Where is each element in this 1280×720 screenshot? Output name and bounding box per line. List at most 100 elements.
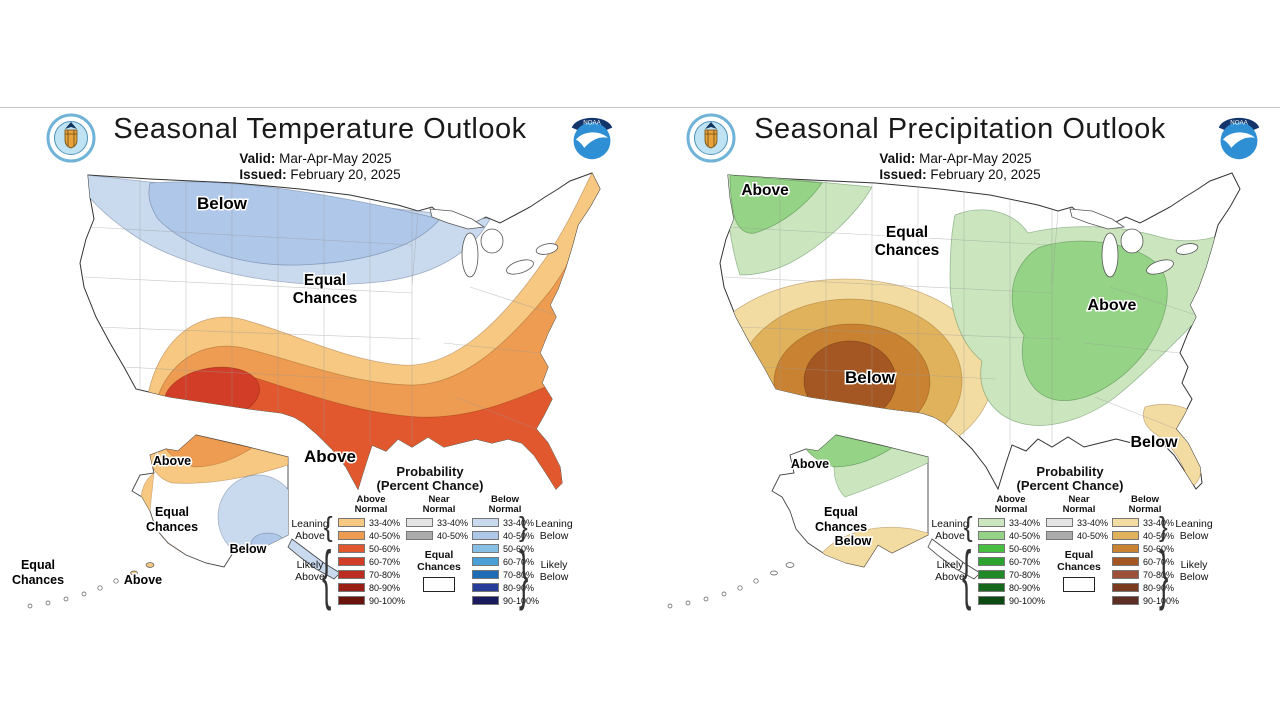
noaa-logo-text: NOAA [583,120,601,127]
issued-label: Issued: [239,167,287,182]
equal-chances-swatch [423,577,455,592]
legend-likely-above: Likely Above [295,559,325,583]
legend-swatch [472,596,499,605]
label-equal-chances-line1: Equal [886,224,928,241]
legend-leaning-above: Leaning Above [931,518,969,542]
legend-swatch [978,531,1005,540]
legend-swatch [472,570,499,579]
legend-swatch [1046,531,1073,540]
label-ak-above: Above [791,457,829,471]
page-title: Seasonal Precipitation Outlook [754,113,1166,145]
aleutian-islands [27,562,155,609]
precipitation-outlook-panel: Seasonal Precipitation Outlook NOAA Vali… [640,107,1280,667]
legend-swatch [406,518,433,527]
legend-swatch [338,596,365,605]
legend-swatch [338,583,365,592]
legend-swatch [978,518,1005,527]
label-ak-equal-line1: Equal [824,505,858,519]
legend-col-below: Below Normal [488,494,522,515]
label-equal-chances-line1: Equal [304,272,346,289]
legend-col-above: Above Normal [354,494,388,515]
legend-swatch [338,531,365,540]
valid-label: Valid: [239,151,276,166]
label-ak-below: Below [230,542,267,556]
legend-swatch [472,531,499,540]
great-lakes [1069,208,1199,278]
legend-equal-chances: Equal Chances [1046,549,1112,592]
label-ak-below: Below [835,534,872,548]
legend-swatch [338,544,365,553]
legend-swatch [978,596,1005,605]
brace-icon: { [324,510,333,543]
legend-col-below: Below Normal [1128,494,1162,515]
legend-swatch [1112,596,1139,605]
valid-value: Mar-Apr-May 2025 [919,151,1032,166]
label-ak-equal-line1: Equal [155,505,189,519]
legend-swatch [978,570,1005,579]
label-florida-below: Below [1130,434,1178,451]
legend-leaning-below: Leaning Below [1175,518,1213,542]
legend-swatch [1112,544,1139,553]
brace-icon: } [1159,510,1168,543]
issued-value: February 20, 2025 [290,167,401,182]
legend-swatch [1046,518,1073,527]
valid-label: Valid: [879,151,916,166]
legend-col-near: Near Normal [1062,494,1096,515]
brace-icon: } [1159,538,1169,612]
commerce-seal-icon [46,113,96,163]
state-borders [723,177,1197,445]
legend-likely-above: Likely Above [935,559,965,583]
label-ak-equal-line2: Chances [146,520,198,534]
legend-likely-below: Likely Below [1179,559,1209,583]
legend-swatch [978,557,1005,566]
legend-equal-chances: Equal Chances [406,549,472,592]
label-below-north: Below [197,194,248,213]
brace-icon: { [962,538,972,612]
legend-leaning-below: Leaning Below [535,518,573,542]
legend-title: Probability (Percent Chance) [376,464,484,493]
legend-near-column: 33-40% 40-50% [406,516,468,542]
ak-panhandle [287,538,341,580]
temperature-outlook-panel: Seasonal Temperature Outlook NOAA Valid:… [0,107,640,667]
legend-title: Probability (Percent Chance) [1016,464,1124,493]
region-below-inner [148,181,441,266]
valid-value: Mar-Apr-May 2025 [279,151,392,166]
legend-col-near: Near Normal [422,494,456,515]
legend-swatch [472,557,499,566]
legend-swatch [338,557,365,566]
precipitation-map: Above Equal Chances Below Above Below Ab… [667,172,1241,609]
legend-swatch [978,583,1005,592]
label-ak-sw-above: Above [124,573,162,587]
ak-panhandle [927,538,981,580]
legend-above-column: 33-40% 40-50% 50-60% 60-70% 70-80% 80-90… [338,516,405,607]
noaa-logo-icon: NOAA [1218,117,1260,160]
noaa-logo-icon: NOAA [571,117,613,160]
legend-above-column: 33-40% 40-50% 50-60% 60-70% 70-80% 80-90… [978,516,1045,607]
label-equal-chances-line2: Chances [293,290,358,307]
legend-leaning-above: Leaning Above [291,518,329,542]
legend-below-column: 33-40% 40-50% 50-60% 60-70% 70-80% 80-90… [472,516,539,607]
label-ak-above: Above [153,454,191,468]
label-pnw-above: Above [741,182,789,199]
legend-swatch [472,518,499,527]
issued-label: Issued: [879,167,927,182]
ak-above-40 [165,435,253,468]
great-lakes [429,208,559,278]
legend-near-column: 33-40% 40-50% [1046,516,1108,542]
legend-swatch [472,544,499,553]
noaa-logo-text: NOAA [1230,120,1248,127]
legend-swatch [978,544,1005,553]
state-borders [83,177,557,445]
equal-chances-swatch [1063,577,1095,592]
label-ak-equal-line2: Chances [815,520,867,534]
brace-icon: { [322,538,332,612]
aleutian-islands [667,562,795,609]
ak-above-40 [805,435,893,468]
legend-swatch [1112,518,1139,527]
temperature-map: Below Equal Chances Above Above Equal Ch… [10,172,601,609]
legend-below-column: 33-40% 40-50% 50-60% 60-70% 70-80% 80-90… [1112,516,1179,607]
region-pnw-above-40 [729,174,823,234]
brace-icon: } [519,510,528,543]
page-title: Seasonal Temperature Outlook [113,113,527,145]
